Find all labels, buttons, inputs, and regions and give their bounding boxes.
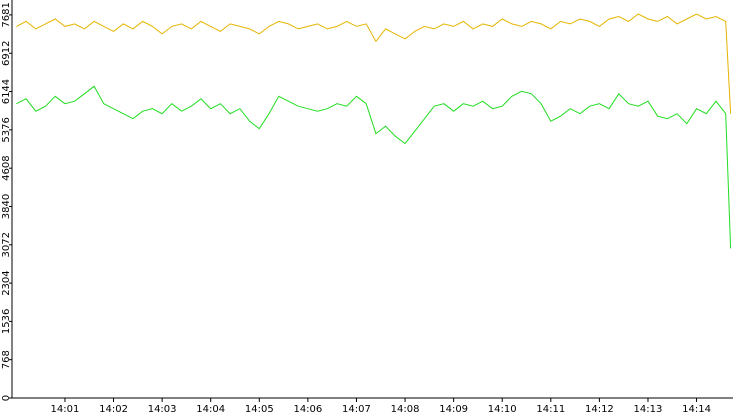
x-tick-label: 14:06 xyxy=(293,404,322,415)
x-tick-label: 14:13 xyxy=(634,404,663,415)
x-tick-label: 14:09 xyxy=(439,404,468,415)
x-tick-label: 14:03 xyxy=(148,404,177,415)
y-tick-label: 6912 xyxy=(1,41,12,66)
x-tick-label: 14:14 xyxy=(682,404,711,415)
y-tick-label: 3072 xyxy=(1,232,12,257)
line-series xyxy=(16,13,732,114)
x-tick-label: 14:04 xyxy=(196,404,225,415)
y-tick-label: 2304 xyxy=(1,270,12,295)
x-tick-label: 14:02 xyxy=(99,404,128,415)
y-tick-label: 1536 xyxy=(1,309,12,334)
x-tick-label: 14:05 xyxy=(245,404,274,415)
y-tick-label: 6144 xyxy=(1,79,12,104)
x-tick-label: 14:08 xyxy=(391,404,420,415)
x-tick-label: 14:12 xyxy=(585,404,614,415)
x-tick-label: 14:01 xyxy=(51,404,80,415)
y-tick-label: 4608 xyxy=(1,155,12,180)
line-series xyxy=(16,85,732,249)
y-tick-label: 5376 xyxy=(1,117,12,142)
x-tick-label: 14:07 xyxy=(342,404,371,415)
x-tick-label: 14:10 xyxy=(488,404,517,415)
y-tick-label: 768 xyxy=(1,350,12,369)
y-tick-label: 3840 xyxy=(1,194,12,219)
x-tick-label: 14:11 xyxy=(536,404,565,415)
y-tick-label: 7681 xyxy=(1,2,12,27)
y-tick-label: 0 xyxy=(1,395,12,401)
